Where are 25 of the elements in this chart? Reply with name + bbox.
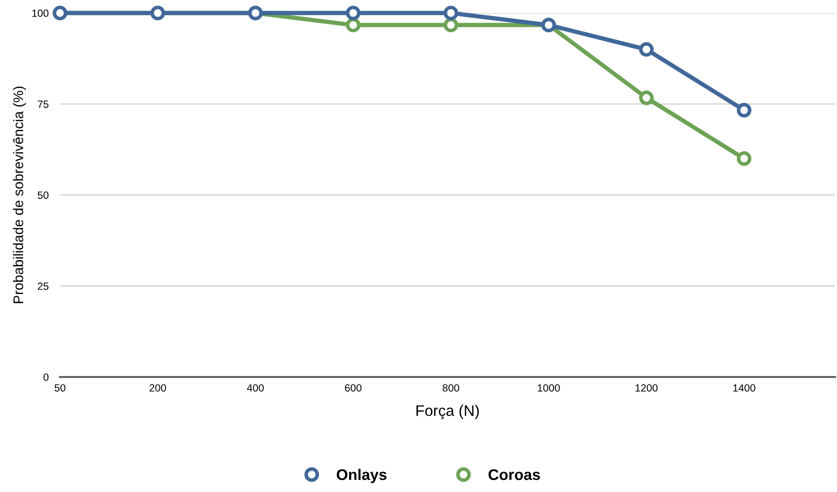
y-tick-label: 100 (32, 10, 48, 17)
point (639, 42, 654, 57)
point (444, 18, 458, 32)
x-tick-label: 1400 (733, 384, 756, 392)
point (736, 102, 752, 118)
point (736, 151, 752, 166)
legend-label: Onlays (336, 468, 386, 484)
x-tick-label: 50 (54, 384, 66, 392)
x-tick-label: 1000 (538, 384, 560, 392)
point (639, 90, 654, 106)
y-tick-label: 50 (38, 192, 48, 199)
x-tick-label: 1200 (636, 384, 658, 392)
x-tick-label: 400 (247, 384, 264, 392)
x-axis-title: Força (N) (416, 404, 479, 420)
y-tick-label: 25 (38, 282, 48, 290)
point (346, 6, 360, 20)
x-tick-label: 200 (150, 384, 166, 392)
x-tick-label: 600 (345, 384, 362, 392)
y-tick-label: 0 (44, 374, 48, 381)
y-tick-label: 75 (38, 100, 48, 108)
legend-label: Coroas (488, 469, 540, 480)
x-tick-label: 800 (442, 384, 460, 392)
y-axis-title: Probabilidade de sobrevivência (%) (12, 86, 26, 304)
point (346, 18, 360, 32)
point (444, 6, 458, 20)
